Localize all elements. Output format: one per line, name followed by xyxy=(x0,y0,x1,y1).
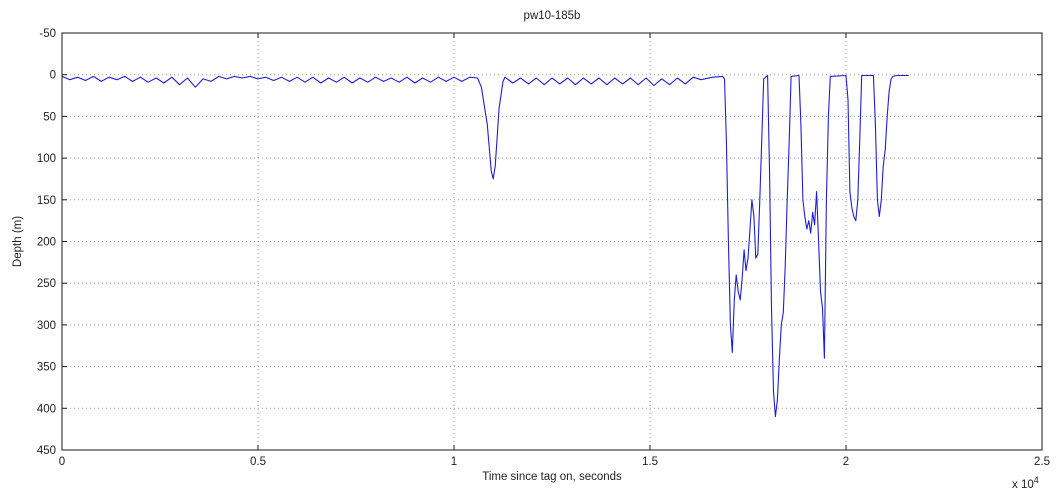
plot-frame xyxy=(61,32,1043,451)
x-tick-label: 2 xyxy=(843,456,849,468)
x-tick-label: 0.5 xyxy=(250,456,266,468)
chart-title: pw10-185b xyxy=(524,10,581,22)
y-tick-label: 450 xyxy=(37,445,56,457)
x-tick-labels: 0 0.5 1 1.5 2 2.5 xyxy=(59,456,1050,468)
y-tick-label: 350 xyxy=(37,362,56,374)
x-tick-label: 1 xyxy=(451,456,457,468)
y-tick-label: 50 xyxy=(43,111,56,123)
depth-series-line xyxy=(61,74,909,418)
x-tick-label: 0 xyxy=(59,456,65,468)
x-axis-label: Time since tag on, seconds xyxy=(482,471,622,483)
y-tick-label: 100 xyxy=(37,153,56,165)
y-tick-label: 400 xyxy=(37,403,56,415)
y-axis-label: Depth (m) xyxy=(12,216,24,267)
y-tick-label: 150 xyxy=(37,195,56,207)
series-layer xyxy=(61,74,909,418)
y-tick-labels: -50 0 50 100 150 200 250 300 350 400 450 xyxy=(37,28,56,457)
x-tick-label: 2.5 xyxy=(1034,456,1050,468)
axis-ticks xyxy=(61,32,1043,451)
grid-lines xyxy=(62,33,1042,450)
x-multiplier-base: x 10 xyxy=(1012,479,1034,491)
y-tick-label: 250 xyxy=(37,278,56,290)
y-tick-label: 200 xyxy=(37,237,56,249)
y-tick-label: -50 xyxy=(39,28,56,40)
x-tick-label: 1.5 xyxy=(642,456,658,468)
y-tick-label: 300 xyxy=(37,320,56,332)
x-axis-multiplier: x 104 xyxy=(1012,475,1039,491)
x-multiplier-exponent: 4 xyxy=(1034,475,1039,485)
y-tick-label: 0 xyxy=(50,70,56,82)
